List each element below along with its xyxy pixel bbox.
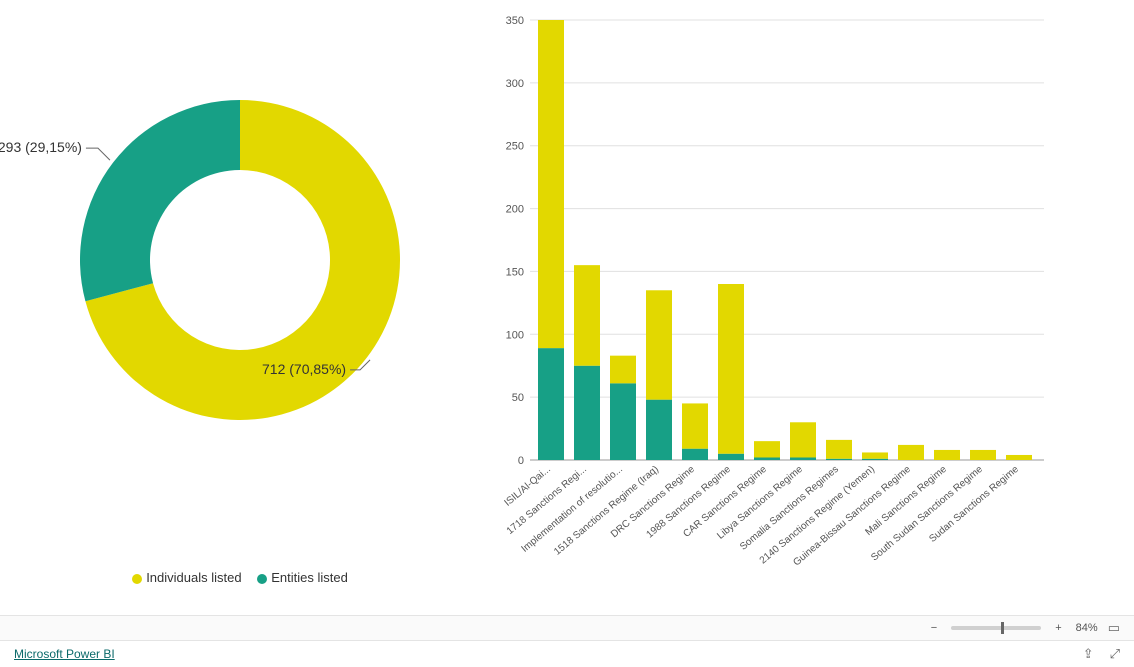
- bar-individuals[interactable]: [682, 403, 708, 448]
- bar-individuals[interactable]: [826, 440, 852, 459]
- bar-chart[interactable]: 050100150200250300350ISIL/Al-Qai...1718 …: [490, 10, 1110, 610]
- zoom-value: 84%: [1076, 622, 1098, 634]
- bar-individuals[interactable]: [1006, 455, 1032, 460]
- legend-item-individuals[interactable]: Individuals listed: [132, 570, 241, 585]
- bar-entities[interactable]: [754, 457, 780, 460]
- bar-individuals[interactable]: [538, 20, 564, 348]
- visualization-area: 293 (29,15%) 712 (70,85%) Individuals li…: [0, 0, 1134, 615]
- zoom-in-button[interactable]: +: [1051, 622, 1065, 634]
- y-tick-label: 100: [506, 329, 524, 341]
- bar-entities[interactable]: [574, 366, 600, 460]
- bar-entities[interactable]: [826, 459, 852, 460]
- legend-swatch-entities: [257, 574, 267, 584]
- status-bar: − + 84% ▭: [0, 615, 1134, 641]
- bar-individuals[interactable]: [790, 422, 816, 457]
- donut-legend: Individuals listed Entities listed: [0, 570, 480, 585]
- bar-entities[interactable]: [538, 348, 564, 460]
- bar-entities[interactable]: [790, 457, 816, 460]
- y-tick-label: 150: [506, 266, 524, 278]
- bar-individuals[interactable]: [862, 452, 888, 458]
- legend-swatch-individuals: [132, 574, 142, 584]
- donut-leader-lines: [0, 0, 480, 500]
- bar-entities[interactable]: [610, 383, 636, 460]
- y-tick-label: 200: [506, 204, 524, 216]
- share-icon[interactable]: ⇪: [1083, 646, 1094, 662]
- zoom-slider[interactable]: [951, 626, 1041, 630]
- donut-slice-label-entities: 293 (29,15%): [0, 139, 82, 155]
- bar-entities[interactable]: [718, 454, 744, 460]
- legend-label-individuals: Individuals listed: [146, 570, 241, 585]
- zoom-slider-thumb[interactable]: [1001, 622, 1004, 634]
- zoom-out-button[interactable]: −: [927, 622, 941, 634]
- bar-entities[interactable]: [682, 449, 708, 460]
- brand-link[interactable]: Microsoft Power BI: [14, 647, 115, 661]
- bar-individuals[interactable]: [646, 290, 672, 399]
- legend-label-entities: Entities listed: [271, 570, 348, 585]
- brand-bar: Microsoft Power BI ⇪ ⤢: [0, 641, 1134, 667]
- bar-individuals[interactable]: [754, 441, 780, 457]
- donut-chart-panel: 293 (29,15%) 712 (70,85%) Individuals li…: [0, 0, 480, 615]
- donut-slice-label-individuals: 712 (70,85%): [262, 361, 346, 377]
- y-tick-label: 250: [506, 141, 524, 153]
- bar-entities[interactable]: [862, 459, 888, 460]
- y-tick-label: 0: [518, 455, 524, 467]
- y-tick-label: 350: [506, 15, 524, 27]
- bar-entities[interactable]: [646, 400, 672, 460]
- bar-individuals[interactable]: [934, 450, 960, 460]
- y-tick-label: 300: [506, 78, 524, 90]
- bar-individuals[interactable]: [718, 284, 744, 454]
- bar-individuals[interactable]: [898, 445, 924, 460]
- y-tick-label: 50: [512, 392, 524, 404]
- fullscreen-icon[interactable]: ⤢: [1110, 646, 1120, 662]
- fit-to-page-icon[interactable]: ▭: [1108, 620, 1120, 636]
- legend-item-entities[interactable]: Entities listed: [257, 570, 348, 585]
- bar-chart-panel: 050100150200250300350ISIL/Al-Qai...1718 …: [480, 0, 1134, 615]
- bar-individuals[interactable]: [574, 265, 600, 366]
- bar-individuals[interactable]: [970, 450, 996, 460]
- bar-individuals[interactable]: [610, 356, 636, 384]
